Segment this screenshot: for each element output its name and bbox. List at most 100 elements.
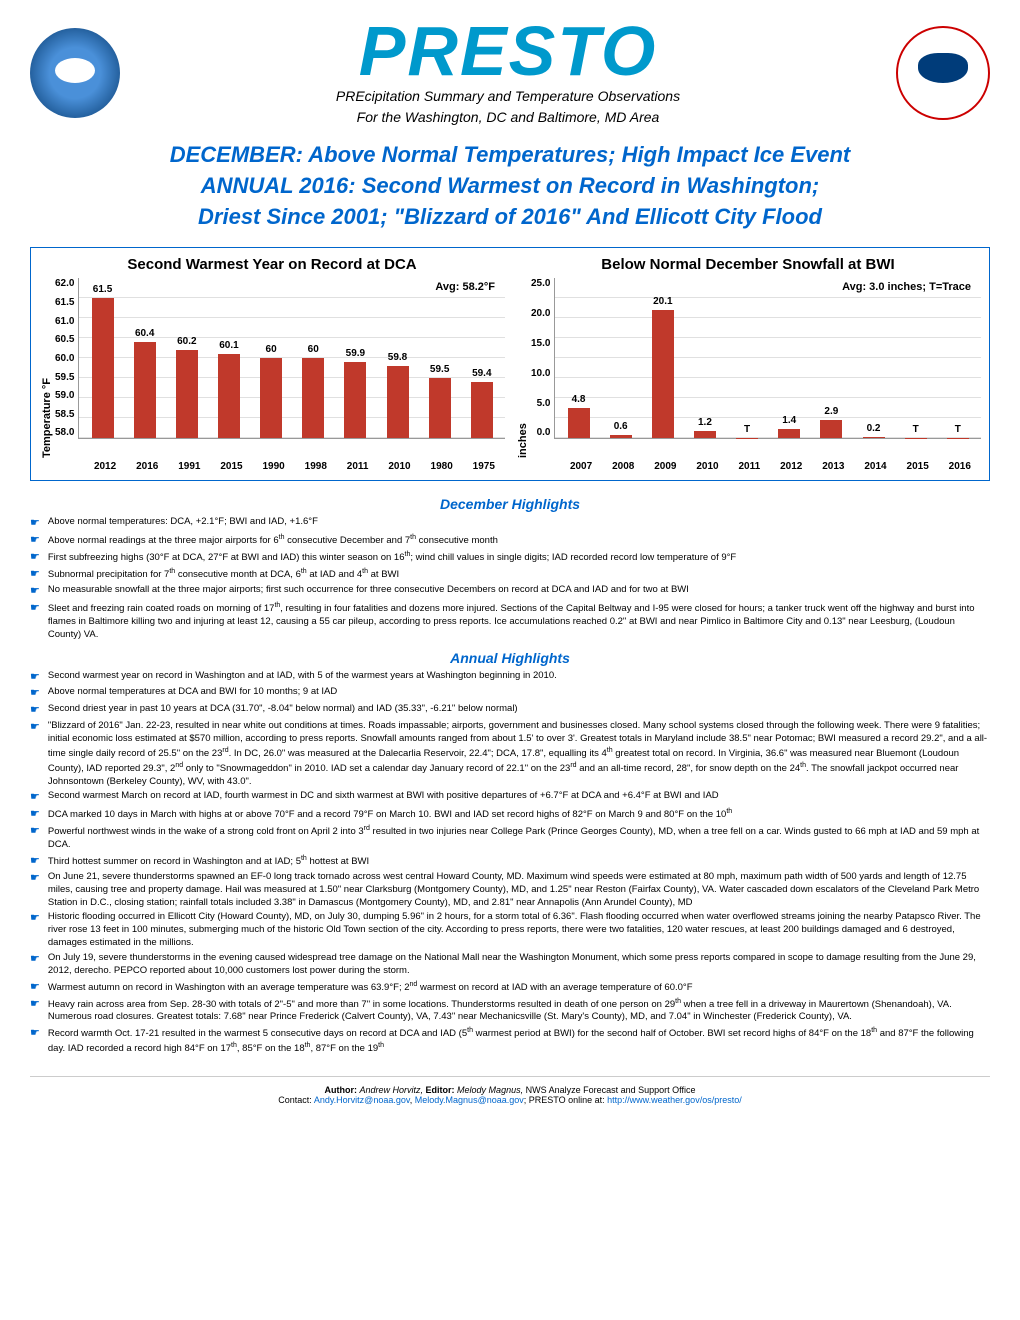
charts-container: Second Warmest Year on Record at DCA Avg… [30,247,990,481]
chart-bar: 60.1 [218,354,240,438]
highlight-item: ☛ Above normal temperatures at DCA and BW… [30,686,990,701]
annual-highlights-title: Annual Highlights [30,650,990,666]
chart-bar: 59.4 [471,382,493,438]
contact-label: Contact: [278,1095,312,1105]
highlight-item: ☛Sleet and freezing rain coated roads on… [30,601,990,642]
org-name: NWS Analyze Forecast and Support Office [526,1085,696,1095]
chart-dca-title: Second Warmest Year on Record at DCA [39,256,505,273]
chart-bwi-title: Below Normal December Snowfall at BWI [515,256,981,273]
bullet-icon: ☛ [30,550,40,565]
chart-bar: 0.6 [610,435,632,439]
chart-bar: 0.2 [863,437,885,438]
bullet-icon: ☛ [30,670,40,685]
highlight-item: ☛Third hottest summer on record in Washi… [30,854,990,869]
email-link-2[interactable]: Melody.Magnus@noaa.gov [415,1095,524,1105]
december-highlights-title: December Highlights [30,496,990,512]
chart-bwi-ylabel: inches [515,278,531,458]
highlight-item: ☛ Second warmest March on record at IAD, … [30,790,990,805]
highlight-text: Sleet and freezing rain coated roads on … [48,601,990,642]
chart-bwi-plot: 4.80.620.11.2T1.42.90.2TT [554,278,981,439]
highlight-text: Powerful northwest winds in the wake of … [48,824,990,852]
chart-bar: 59.5 [429,378,451,438]
bullet-icon: ☛ [30,980,40,995]
highlight-text: Second warmest March on record at IAD, f… [48,790,990,805]
chart-bwi-xlabels: 2007200820092010201120122013201420152016 [515,461,981,472]
highlight-text: First subfreezing highs (30°F at DCA, 27… [48,550,990,565]
chart-bar: T [736,438,758,439]
subtitle-1: PREcipitation Summary and Temperature Ob… [120,88,896,104]
chart-bar: 20.1 [652,310,674,439]
bullet-icon: ☛ [30,703,40,718]
highlight-item: ☛On July 19, severe thunderstorms in the… [30,952,990,978]
highlight-text: Record warmth Oct. 17-21 resulted in the… [48,1026,990,1056]
highlight-item: ☛"Blizzard of 2016" Jan. 22-23, resulted… [30,720,990,788]
chart-bwi: Below Normal December Snowfall at BWI Av… [515,256,981,472]
presto-url[interactable]: http://www.weather.gov/os/presto/ [607,1095,742,1105]
bullet-icon: ☛ [30,952,40,978]
title-block: PRESTO PREcipitation Summary and Tempera… [120,20,896,125]
highlight-item: ☛Above normal readings at the three majo… [30,533,990,548]
email-link-1[interactable]: Andy.Horvitz@noaa.gov [314,1095,410,1105]
bullet-icon: ☛ [30,584,40,599]
highlight-text: Heavy rain across area from Sep. 28-30 w… [48,997,990,1025]
chart-bar: 59.8 [387,366,409,438]
bullet-icon: ☛ [30,1026,40,1056]
chart-dca-ylabel: Temperature °F [39,278,55,458]
highlight-item: ☛Subnormal precipitation for 7th consecu… [30,567,990,582]
chart-bar: 4.8 [568,408,590,439]
header: PRESTO PREcipitation Summary and Tempera… [30,20,990,125]
online-label: ; PRESTO online at: [524,1095,605,1105]
highlight-item: ☛Historic flooding occurred in Ellicott … [30,911,990,949]
highlight-item: ☛ No measurable snowfall at the three maj… [30,584,990,599]
highlight-text: Warmest autumn on record in Washington w… [48,980,990,995]
highlight-item: ☛ DCA marked 10 days in March with highs … [30,807,990,822]
highlight-item: ☛ Powerful northwest winds in the wake of… [30,824,990,852]
bullet-icon: ☛ [30,807,40,822]
headline-block: DECEMBER: Above Normal Temperatures; Hig… [30,140,990,232]
subtitle-2: For the Washington, DC and Baltimore, MD… [120,109,896,125]
editor-label: Editor: [426,1085,455,1095]
chart-dca: Second Warmest Year on Record at DCA Avg… [39,256,505,472]
highlight-item: ☛ Heavy rain across area from Sep. 28-30 … [30,997,990,1025]
highlight-item: ☛ Record warmth Oct. 17-21 resulted in th… [30,1026,990,1056]
highlight-text: Second warmest year on record in Washing… [48,670,990,685]
headline-line-1: DECEMBER: Above Normal Temperatures; Hig… [30,140,990,171]
highlight-item: ☛ Second driest year in past 10 years at … [30,703,990,718]
highlight-text: Second driest year in past 10 years at D… [48,703,990,718]
highlight-item: ☛ Warmest autumn on record in Washington … [30,980,990,995]
bullet-icon: ☛ [30,911,40,949]
chart-bar: 2.9 [820,420,842,439]
highlight-text: DCA marked 10 days in March with highs a… [48,807,990,822]
bullet-icon: ☛ [30,854,40,869]
headline-line-3: Driest Since 2001; "Blizzard of 2016" An… [30,202,990,233]
highlight-item: ☛ First subfreezing highs (30°F at DCA, 2… [30,550,990,565]
nws-logo [896,26,990,120]
footer: Author: Andrew Horvitz, Editor: Melody M… [30,1076,990,1105]
main-title: PRESTO [120,20,896,83]
highlight-text: Above normal temperatures at DCA and BWI… [48,686,990,701]
bullet-icon: ☛ [30,601,40,642]
highlight-item: ☛Above normal temperatures: DCA, +2.1°F;… [30,516,990,531]
chart-dca-yticks: 62.061.561.060.560.059.559.058.558.0 [55,278,78,438]
highlight-text: Above normal temperatures: DCA, +2.1°F; … [48,516,990,531]
bullet-icon: ☛ [30,824,40,852]
chart-bar: 59.9 [344,362,366,438]
chart-bar: 60.4 [134,342,156,438]
highlight-text: Historic flooding occurred in Ellicott C… [48,911,990,949]
bullet-icon: ☛ [30,686,40,701]
author-name: Andrew Horvitz, [359,1085,423,1095]
bullet-icon: ☛ [30,997,40,1025]
bullet-icon: ☛ [30,720,40,788]
bullet-icon: ☛ [30,790,40,805]
highlight-text: On June 21, severe thunderstorms spawned… [48,871,990,909]
annual-highlights-list: ☛ Second warmest year on record in Washin… [30,670,990,1057]
highlight-text: No measurable snowfall at the three majo… [48,584,990,599]
noaa-logo [30,28,120,118]
bullet-icon: ☛ [30,871,40,909]
headline-line-2: ANNUAL 2016: Second Warmest on Record in… [30,171,990,202]
highlight-text: Above normal readings at the three major… [48,533,990,548]
chart-bar: 1.2 [694,431,716,439]
chart-bar: 61.5 [92,298,114,438]
highlight-text: "Blizzard of 2016" Jan. 22-23, resulted … [48,720,990,788]
december-highlights-list: ☛ Above normal temperatures: DCA, +2.1°F;… [30,516,990,641]
